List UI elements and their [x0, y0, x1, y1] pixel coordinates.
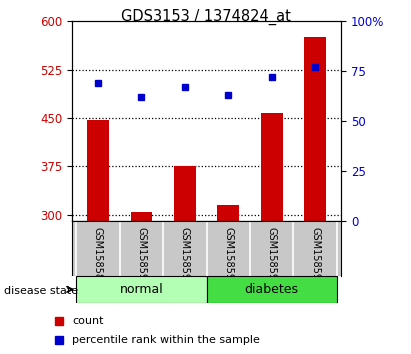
Bar — [174, 166, 196, 221]
Bar — [131, 212, 152, 221]
Bar — [87, 120, 109, 221]
Bar — [76, 276, 207, 303]
Text: normal: normal — [120, 283, 163, 296]
Text: GSM158589: GSM158589 — [93, 227, 103, 286]
Text: count: count — [72, 316, 104, 326]
Bar — [207, 276, 337, 303]
Text: GSM158595: GSM158595 — [310, 227, 320, 286]
Bar — [261, 113, 282, 221]
Text: GSM158593: GSM158593 — [223, 227, 233, 286]
Text: GSM158594: GSM158594 — [267, 227, 277, 286]
Text: GSM158590: GSM158590 — [136, 227, 146, 286]
Bar — [217, 205, 239, 221]
Text: diabetes: diabetes — [245, 283, 299, 296]
Text: disease state: disease state — [4, 286, 78, 296]
Text: GDS3153 / 1374824_at: GDS3153 / 1374824_at — [120, 9, 291, 25]
Text: GSM158591: GSM158591 — [180, 227, 190, 286]
Bar — [304, 38, 326, 221]
Text: percentile rank within the sample: percentile rank within the sample — [72, 335, 260, 345]
